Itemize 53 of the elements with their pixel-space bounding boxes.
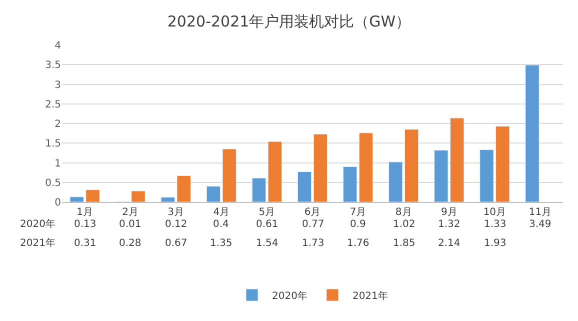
data-label: 0.01 <box>119 219 142 230</box>
y-tick-label: 2 <box>54 119 61 130</box>
y-tick-label: 3.5 <box>45 60 61 72</box>
bar <box>268 141 282 202</box>
data-label: 1.35 <box>210 238 232 249</box>
y-tick-label: 1.5 <box>45 138 61 150</box>
x-tick-label: 1月 <box>76 207 93 218</box>
x-tick-label: 7月 <box>350 207 366 218</box>
data-label: 3.49 <box>529 219 552 230</box>
data-label: 0.28 <box>119 238 142 249</box>
data-label: 0.4 <box>213 219 229 230</box>
y-tick-label: 2.5 <box>45 99 61 110</box>
x-tick-label: 11月 <box>528 207 552 218</box>
data-label: 0.67 <box>165 238 188 249</box>
text: 2020年 <box>20 219 56 230</box>
data-label: 1.93 <box>484 238 506 249</box>
data-label: 0.31 <box>74 238 96 249</box>
data-label: 1.73 <box>302 238 324 249</box>
bar <box>342 166 358 202</box>
x-tick-label: 5月 <box>258 207 276 218</box>
data-label: 1.33 <box>484 219 506 230</box>
x-tick-label: 9月 <box>440 207 458 218</box>
y-tick-label: 4 <box>54 40 61 52</box>
chart-title: 2020-2021年户用装机对比（GW） <box>167 12 411 31</box>
text: 2021年 <box>20 238 56 249</box>
data-label: 2.14 <box>438 238 460 249</box>
x-tick-label: 6月 <box>304 207 321 218</box>
x-tick-label: 8月 <box>395 207 412 218</box>
y-tick-label: 1 <box>54 158 61 170</box>
data-label: 1.54 <box>256 238 278 249</box>
data-label: 0.77 <box>302 219 324 230</box>
legend-label: 2020年 <box>272 290 308 302</box>
x-tick-label: 3月 <box>168 207 184 218</box>
data-label: 1.76 <box>347 238 370 249</box>
y-tick-label: 3 <box>54 80 61 91</box>
bar <box>313 134 328 202</box>
x-tick-label: 4月 <box>213 207 230 218</box>
x-tick-label: 10月 <box>483 207 506 218</box>
data-label: 0.9 <box>350 219 366 230</box>
legend-label: 2021年 <box>352 290 388 302</box>
y-tick-label: 0.5 <box>45 178 61 189</box>
bar <box>252 178 266 202</box>
data-label: 1.85 <box>393 238 416 249</box>
bar <box>525 64 540 202</box>
data-label: 1.02 <box>393 219 416 230</box>
x-tick-label: 2月 <box>122 207 139 218</box>
bar <box>358 132 374 202</box>
bar <box>297 172 312 202</box>
y-tick-label: 0 <box>54 198 61 208</box>
data-label: 0.12 <box>165 219 188 230</box>
data-label: 0.13 <box>74 219 96 230</box>
data-label: 1.32 <box>438 219 460 230</box>
data-label: 0.61 <box>256 219 278 230</box>
